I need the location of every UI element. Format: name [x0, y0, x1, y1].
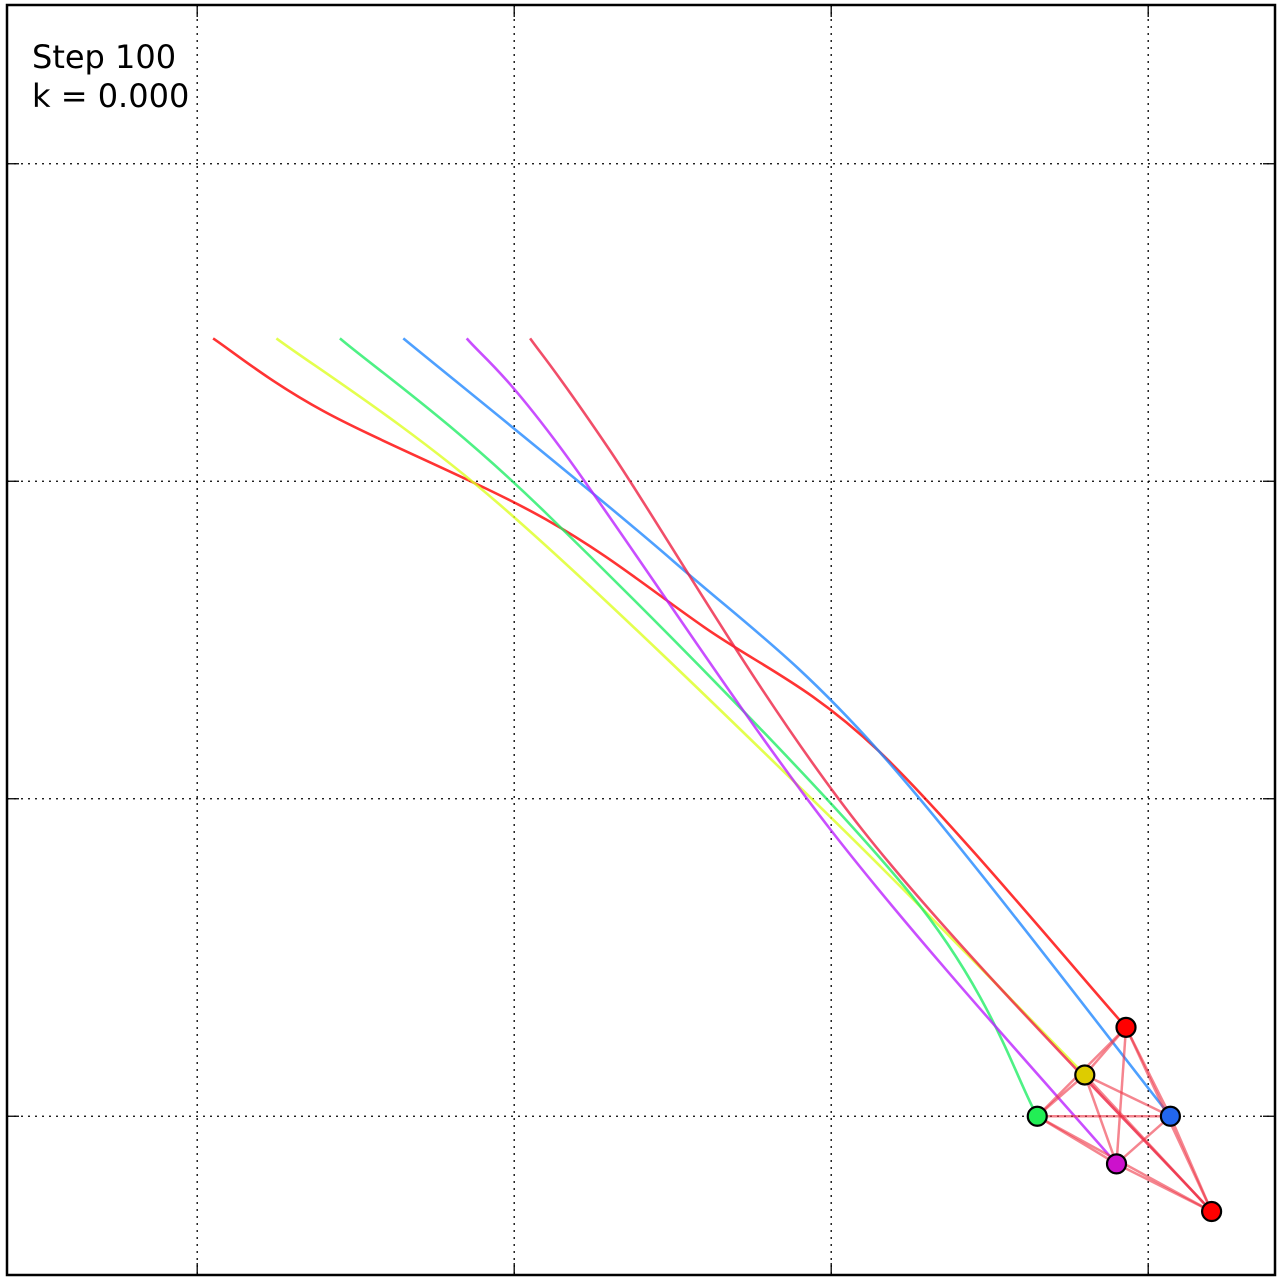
particle-marker-5: [1200, 1200, 1223, 1223]
axis-ticks: [7, 5, 1275, 1275]
link-4-5: [1115, 1162, 1213, 1213]
link-1-3: [1084, 1073, 1171, 1118]
particle-marker-3: [1159, 1105, 1181, 1127]
link-3-5: [1169, 1115, 1213, 1212]
step-label: Step 100: [32, 38, 176, 76]
particle-marker-4: [1105, 1153, 1128, 1175]
particles: [1026, 1016, 1223, 1223]
trajectory-line-2: [339, 337, 1039, 1117]
particle-marker-1: [1074, 1064, 1096, 1086]
grid: [7, 5, 1275, 1275]
plot-frame: [5, 3, 1277, 1277]
link-3-4: [1115, 1115, 1172, 1165]
link-1-5: [1083, 1074, 1213, 1213]
particle-marker-0: [1115, 1016, 1137, 1038]
k-label: k = 0.000: [32, 77, 189, 115]
link-1-4: [1083, 1074, 1118, 1165]
trajectory-line-4: [465, 337, 1118, 1165]
trajectory-line-3: [402, 337, 1172, 1118]
particle-marker-2: [1026, 1105, 1048, 1127]
link-0-4: [1115, 1027, 1128, 1164]
